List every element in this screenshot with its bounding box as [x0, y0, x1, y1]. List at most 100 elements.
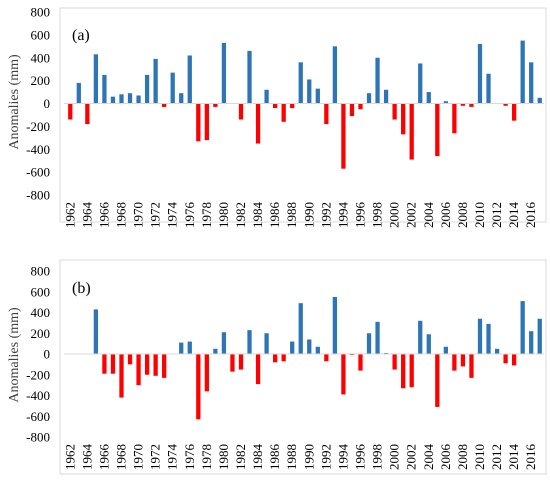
bar	[426, 334, 431, 354]
bar	[375, 57, 380, 104]
bar	[230, 354, 235, 372]
plot-frame	[59, 7, 547, 223]
y-tick-label: -200	[26, 119, 50, 134]
x-tick-label: 1996	[352, 444, 367, 471]
bar	[435, 103, 440, 157]
bar	[529, 62, 534, 104]
y-axis-label: Anomalies (mm)	[7, 54, 22, 150]
x-tick-label: 1996	[352, 202, 367, 229]
x-tick-label: 1972	[148, 444, 163, 470]
bar	[196, 354, 201, 420]
bar	[119, 94, 124, 104]
bar	[460, 103, 466, 106]
x-ticks: 1962 1964 1966 1968 1970 1972 1974 1976 1978 1980…	[62, 444, 538, 471]
bars	[68, 40, 542, 169]
y-tick-label: -800	[26, 430, 50, 445]
bar	[443, 101, 448, 104]
bar	[494, 348, 500, 354]
bar	[255, 354, 261, 385]
bar	[298, 303, 303, 354]
bar	[247, 50, 252, 104]
bar	[383, 89, 389, 104]
bar	[102, 74, 107, 104]
x-tick-label: 1994	[335, 202, 350, 229]
bar	[349, 354, 355, 356]
x-tick-label: 1982	[233, 202, 248, 228]
x-tick-label: 1988	[284, 202, 299, 228]
x-tick-label: 1970	[131, 202, 146, 228]
bar	[409, 103, 414, 160]
y-tick-label: -600	[26, 409, 50, 424]
y-ticks: -800 -600 -400 -200 0 200 400 600 800	[26, 264, 50, 445]
bar	[511, 354, 517, 366]
bar	[136, 354, 141, 386]
y-tick-label: -600	[26, 165, 50, 180]
bar	[127, 354, 133, 365]
y-tick-label: 400	[31, 50, 51, 65]
x-ticks: 1962 1964 1966 1968 1970 1972 1974 1976 1978 1980…	[62, 202, 538, 229]
y-tick-label: 800	[31, 5, 51, 20]
bar	[187, 55, 192, 104]
x-tick-label: 1980	[216, 444, 231, 470]
bar	[349, 103, 355, 117]
y-tick-label: -400	[26, 388, 50, 403]
x-tick-label: 2000	[387, 202, 402, 228]
x-tick-label: 1992	[318, 444, 333, 470]
bar	[221, 42, 227, 104]
x-tick-label: 2004	[421, 444, 436, 471]
x-tick-label: 1994	[335, 444, 350, 471]
x-tick-label: 1964	[79, 202, 94, 229]
y-tick-label: 800	[31, 264, 51, 279]
bar	[529, 331, 534, 354]
bar	[324, 354, 329, 362]
x-tick-label: 1992	[318, 202, 333, 228]
bar	[272, 354, 278, 363]
bar	[162, 354, 167, 378]
bar	[76, 82, 81, 104]
x-tick-label: 1978	[199, 202, 214, 228]
y-tick-label: -800	[26, 188, 50, 203]
x-tick-label: 1976	[182, 444, 197, 471]
x-tick-label: 2012	[489, 444, 504, 470]
x-tick-label: 1978	[199, 444, 214, 470]
plot-frame	[59, 259, 547, 475]
x-tick-label: 1962	[62, 444, 77, 470]
bar	[358, 103, 363, 110]
x-tick-label: 1968	[113, 444, 128, 470]
bar	[213, 103, 218, 107]
bar	[486, 73, 491, 104]
bar	[238, 354, 244, 370]
x-tick-label: 2004	[421, 202, 436, 229]
x-tick-label: 1986	[267, 444, 282, 471]
y-tick-label: 600	[31, 27, 51, 42]
y-tick-label: -400	[26, 142, 50, 157]
bar	[315, 88, 320, 104]
y-tick-label: 200	[31, 73, 51, 88]
bar	[187, 341, 192, 354]
bar	[452, 354, 457, 371]
bar	[221, 332, 227, 354]
x-tick-label: 2008	[455, 444, 470, 470]
y-ticks: -800 -600 -400 -200 0 200 400 600 800	[26, 5, 50, 203]
bar	[213, 348, 218, 354]
bar	[204, 354, 209, 392]
bar	[247, 330, 252, 354]
x-tick-label: 2014	[506, 444, 521, 471]
bar	[401, 103, 406, 135]
bar	[264, 333, 269, 354]
panel-label: (b)	[72, 280, 91, 297]
y-tick-label: 0	[44, 96, 51, 111]
bar	[392, 103, 397, 120]
bar	[486, 323, 491, 354]
bar	[85, 103, 90, 125]
x-tick-label: 2012	[489, 202, 504, 228]
bar	[179, 93, 184, 104]
x-tick-label: 2010	[472, 444, 487, 470]
bar	[358, 354, 363, 371]
x-tick-label: 1990	[301, 444, 316, 470]
x-tick-label: 2008	[455, 202, 470, 228]
bar	[153, 354, 158, 376]
bar	[392, 354, 397, 370]
bar	[341, 354, 346, 395]
bar	[110, 354, 116, 374]
